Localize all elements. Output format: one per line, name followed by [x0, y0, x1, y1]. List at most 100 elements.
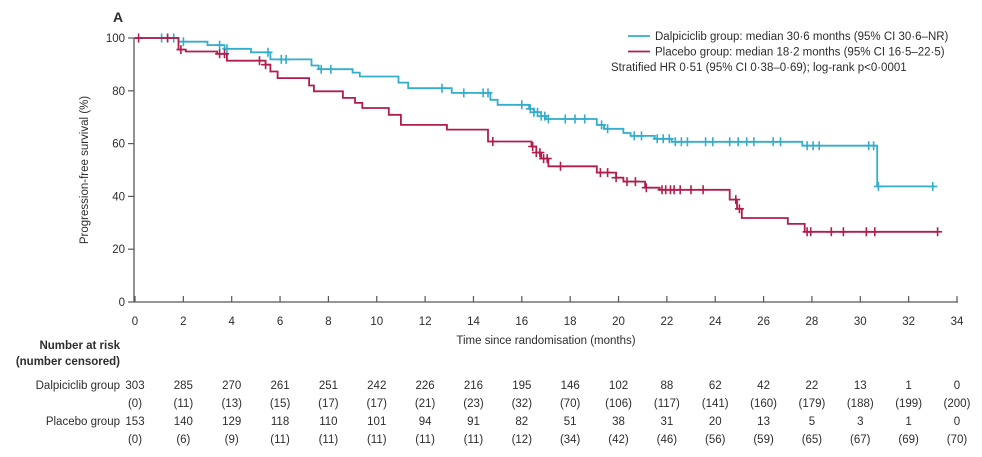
at-risk-count: 82	[515, 416, 528, 428]
censored-count: (65)	[802, 434, 823, 446]
censor-mark	[255, 56, 264, 66]
censor-mark	[528, 142, 538, 151]
censor-mark	[870, 227, 880, 237]
number-at-risk-table: Number at risk (number censored) Dalpici…	[16, 340, 971, 446]
censor-mark	[176, 45, 186, 55]
censored-count: (199)	[895, 398, 922, 410]
at-risk-count: 22	[806, 380, 819, 392]
censor-mark	[814, 141, 824, 151]
x-tick-label: 22	[660, 316, 673, 328]
at-risk-count: 303	[125, 380, 144, 392]
censor-mark	[134, 33, 144, 43]
y-tick-label: 20	[112, 244, 125, 256]
censor-mark	[281, 54, 291, 64]
censored-count: (69)	[898, 434, 919, 446]
censor-mark	[178, 37, 188, 47]
x-tick-label: 0	[132, 316, 138, 328]
censored-count: (11)	[464, 434, 484, 446]
x-tick-label: 32	[902, 316, 915, 328]
at-risk-count: 51	[564, 416, 577, 428]
at-risk-count: 242	[367, 380, 386, 392]
x-tick-label: 8	[325, 316, 331, 328]
x-tick-label: 20	[612, 316, 625, 328]
at-risk-count: 1	[905, 380, 911, 392]
at-risk-count: 13	[854, 380, 867, 392]
risk-row-label-dalpiciclib: Dalpiciclib group	[36, 380, 120, 392]
censor-mark	[725, 137, 735, 147]
censor-mark	[570, 114, 580, 124]
censored-count: (17)	[318, 398, 339, 410]
censor-mark	[928, 181, 938, 191]
x-tick-label: 30	[854, 316, 867, 328]
censor-mark	[263, 47, 273, 57]
censor-mark	[686, 185, 696, 195]
censor-mark	[556, 161, 565, 171]
censored-count: (117)	[654, 398, 680, 410]
censored-count: (106)	[605, 398, 632, 410]
at-risk-count: 20	[709, 416, 722, 428]
censor-mark	[637, 131, 646, 141]
censor-mark	[603, 168, 613, 178]
censored-count: (42)	[608, 434, 629, 446]
x-tick-label: 6	[277, 316, 283, 328]
censor-mark	[603, 124, 613, 134]
censored-count: (17)	[367, 398, 388, 410]
censor-mark	[611, 173, 621, 183]
censor-mark	[483, 88, 493, 98]
x-tick-label: 28	[806, 316, 819, 328]
censored-count: (11)	[174, 398, 194, 410]
censor-mark	[861, 227, 871, 237]
censored-count: (56)	[705, 434, 726, 446]
censor-mark	[580, 114, 590, 124]
censor-mark	[222, 44, 232, 54]
censored-count: (200)	[944, 398, 971, 410]
censor-mark	[806, 227, 816, 237]
censor-mark	[698, 185, 708, 195]
censor-mark	[488, 137, 498, 146]
y-tick-label: 40	[112, 191, 125, 203]
at-risk-count: 0	[954, 416, 960, 428]
censor-mark	[459, 88, 469, 98]
panel-label: A	[113, 9, 123, 25]
at-risk-count: 226	[416, 380, 435, 392]
censored-count: (0)	[128, 398, 142, 410]
censored-count: (179)	[798, 398, 825, 410]
censored-count: (160)	[750, 398, 777, 410]
at-risk-count: 94	[419, 416, 432, 428]
censor-mark	[517, 100, 527, 110]
at-risk-count: 1	[905, 416, 911, 428]
at-risk-count: 110	[319, 416, 337, 428]
censor-mark	[734, 204, 744, 214]
censored-count: (34)	[560, 434, 581, 446]
risk-values: 303 (0) 285 (11) 270 (13) 261 (15) 251 (17) 242 (17…	[125, 380, 970, 446]
x-tick-label: 24	[709, 316, 722, 328]
at-risk-count: 140	[174, 416, 193, 428]
censor-mark	[560, 114, 570, 124]
legend-label-placebo: Placebo group: median 18·2 months (95% C…	[655, 47, 945, 59]
censor-mark	[733, 137, 743, 147]
censored-count: (23)	[463, 398, 484, 410]
at-risk-count: 270	[222, 380, 241, 392]
censored-count: (67)	[850, 434, 871, 446]
x-axis-title: Time since randomisation (months)	[456, 335, 635, 347]
at-risk-count: 42	[757, 380, 770, 392]
at-risk-count: 0	[954, 380, 960, 392]
censored-count: (0)	[128, 434, 142, 446]
legend-label-dalpiciclib: Dalpiciclib group: median 30·6 months (9…	[655, 31, 949, 43]
censor-mark	[326, 64, 336, 74]
censor-mark	[316, 64, 326, 74]
at-risk-count: 261	[270, 380, 289, 392]
legend: Dalpiciclib group: median 30·6 months (9…	[611, 31, 949, 74]
censor-mark	[543, 114, 553, 124]
censor-mark	[869, 141, 879, 151]
at-risk-count: 102	[609, 380, 628, 392]
censored-count: (70)	[947, 434, 968, 446]
at-risk-count: 91	[467, 416, 480, 428]
censored-count: (11)	[319, 434, 339, 446]
at-risk-count: 101	[367, 416, 386, 428]
at-risk-count: 251	[319, 380, 338, 392]
risk-table-header-line1: Number at risk	[39, 340, 120, 352]
censor-mark	[630, 177, 640, 187]
